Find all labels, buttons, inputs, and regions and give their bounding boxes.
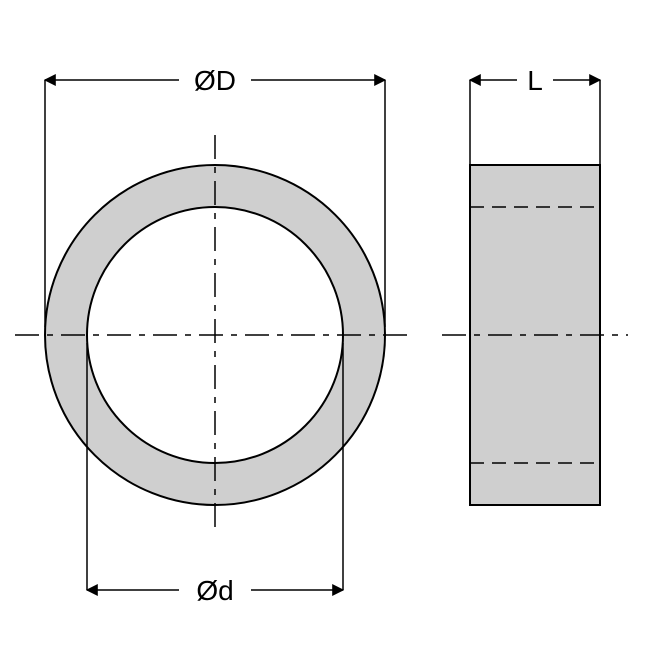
label-inner-dia: Ød (196, 575, 233, 606)
label-length: L (527, 65, 543, 96)
label-outer-dia: ØD (194, 65, 236, 96)
spacer-diagram: ØD Ød L (0, 0, 670, 670)
